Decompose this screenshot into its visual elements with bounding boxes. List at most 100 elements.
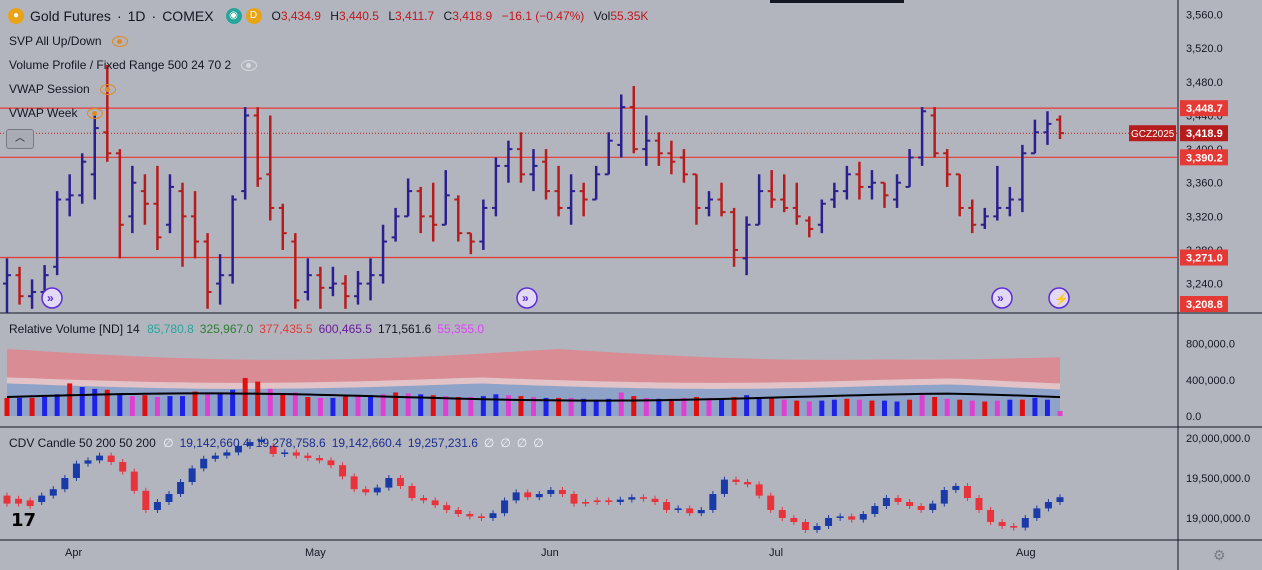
eye-icon[interactable] — [87, 107, 104, 119]
indicator-vwap-week[interactable]: VWAP Week — [9, 106, 104, 120]
volume-bar — [643, 397, 649, 416]
cdv-candle — [142, 490, 150, 510]
cdv-candle — [315, 458, 323, 461]
hline-price-label: 3,390.2 — [1186, 152, 1223, 164]
cdv-candle — [420, 498, 428, 501]
cdv-candle — [767, 495, 775, 510]
volume-bar — [957, 399, 963, 416]
cdv-candle — [501, 500, 509, 514]
cdv-candle — [408, 486, 416, 498]
cdv-label: CDV Candle 50 200 50 200 — [9, 436, 156, 450]
price-tick-label: 3,480.0 — [1186, 77, 1223, 89]
cdv-candle — [130, 471, 138, 491]
cdv-candle — [373, 487, 381, 493]
volume-bar — [468, 396, 474, 416]
volume-bar — [192, 391, 198, 416]
time-axis-label: Jul — [769, 547, 783, 559]
volume-bar — [982, 401, 988, 416]
cdv-candle — [813, 526, 821, 530]
volume-bar — [1032, 397, 1038, 416]
cdv-candle — [477, 516, 485, 518]
gear-icon[interactable]: ⚙ — [1213, 547, 1226, 563]
cdv-candle — [906, 502, 914, 506]
cdv-value: ∅ — [483, 436, 495, 450]
volume-tick-label: 800,000.0 — [1186, 339, 1235, 351]
volume-bar — [706, 397, 712, 416]
cdv-tick-label: 19,000,000.0 — [1186, 513, 1250, 525]
cdv-candle — [825, 518, 833, 526]
cdv-candle — [38, 495, 46, 502]
volume-bar — [744, 395, 750, 416]
rv-value: 85,780.8 — [147, 322, 194, 336]
eye-off-icon[interactable] — [241, 59, 258, 71]
hline-price-label: 3,271.0 — [1186, 253, 1223, 265]
collapse-legend-button[interactable]: ︿ — [6, 129, 34, 149]
volume-bar — [869, 400, 875, 416]
volume-bar — [756, 398, 762, 416]
volume-bar — [368, 395, 374, 416]
cdv-candle — [223, 452, 231, 456]
eye-icon[interactable] — [111, 35, 128, 47]
cdv-candle — [339, 465, 347, 477]
volume-bar — [142, 395, 148, 416]
event-icon-glyph: » — [47, 291, 54, 305]
cdv-candle — [1056, 497, 1064, 502]
volume-bar — [631, 396, 637, 416]
cdv-candle — [547, 490, 555, 494]
symbol-tag-label: GCZ2025 — [1131, 129, 1175, 140]
cdv-values: ∅ 19,142,660.4 19,278,758.6 19,142,660.4 19,… — [163, 436, 550, 450]
volume-bar — [154, 396, 160, 416]
cdv-candle — [512, 492, 520, 501]
cdv-candle — [790, 518, 798, 522]
price-tick-label: 3,240.0 — [1186, 279, 1223, 291]
symbol-name[interactable]: Gold Futures — [30, 8, 111, 24]
tradingview-logo[interactable]: 17 — [11, 510, 37, 531]
hline-price-label: 3,448.7 — [1186, 103, 1223, 115]
indicator-volume-profile[interactable]: Volume Profile / Fixed Range 500 24 70 2 — [9, 58, 258, 72]
cdv-candle — [234, 446, 242, 453]
volume-bar — [518, 396, 524, 416]
volume-bar — [255, 381, 261, 416]
volume-bar — [117, 394, 123, 416]
cdv-legend[interactable]: CDV Candle 50 200 50 200 ∅ 19,142,660.4 19… — [9, 436, 550, 450]
cdv-tick-label: 19,500,000.0 — [1186, 473, 1250, 485]
volume-bar — [781, 399, 787, 416]
cdv-candle — [697, 510, 705, 514]
eye-icon[interactable] — [99, 83, 116, 95]
volume-bar — [719, 398, 725, 416]
market-status-icon: ◉ — [225, 8, 242, 24]
price-tick-label: 3,360.0 — [1186, 178, 1223, 190]
interval[interactable]: 1D — [127, 8, 146, 24]
cdv-candle — [466, 514, 474, 517]
volume-bar — [230, 389, 236, 416]
cdv-candle — [431, 500, 439, 506]
cdv-candle — [894, 498, 902, 502]
volume-bar — [681, 397, 687, 416]
indicator-vwap-session[interactable]: VWAP Session — [9, 82, 116, 96]
cdv-candle — [396, 478, 404, 486]
cdv-candle — [535, 494, 543, 498]
cdv-candle — [744, 482, 752, 485]
cdv-candle — [859, 514, 867, 520]
cdv-candle — [801, 522, 809, 530]
volume-bar — [405, 393, 411, 416]
volume-bar — [831, 399, 837, 416]
cdv-candle — [616, 499, 624, 502]
volume-bar — [29, 397, 35, 416]
relative-volume-legend[interactable]: Relative Volume [ND] 14 85,780.8 325,967.… — [9, 322, 490, 336]
chevron-up-icon: ︿ — [15, 133, 25, 144]
cdv-candle — [987, 510, 995, 522]
cdv-candle — [582, 502, 590, 504]
cdv-candle — [72, 463, 80, 478]
volume-bar — [656, 398, 662, 416]
symbol-header[interactable]: ● Gold Futures · 1D · COMEX ◉ D O3,434.9… — [8, 8, 654, 24]
volume-bar — [593, 399, 599, 416]
indicator-svp[interactable]: SVP All Up/Down — [9, 34, 128, 48]
cdv-value: 19,142,660.4 — [179, 436, 250, 450]
cdv-candle — [119, 462, 127, 472]
rv-label: Relative Volume [ND] 14 — [9, 322, 140, 336]
volume-bar — [317, 397, 323, 416]
hline-price-tag — [1180, 149, 1228, 166]
cdv-candle — [686, 508, 694, 514]
